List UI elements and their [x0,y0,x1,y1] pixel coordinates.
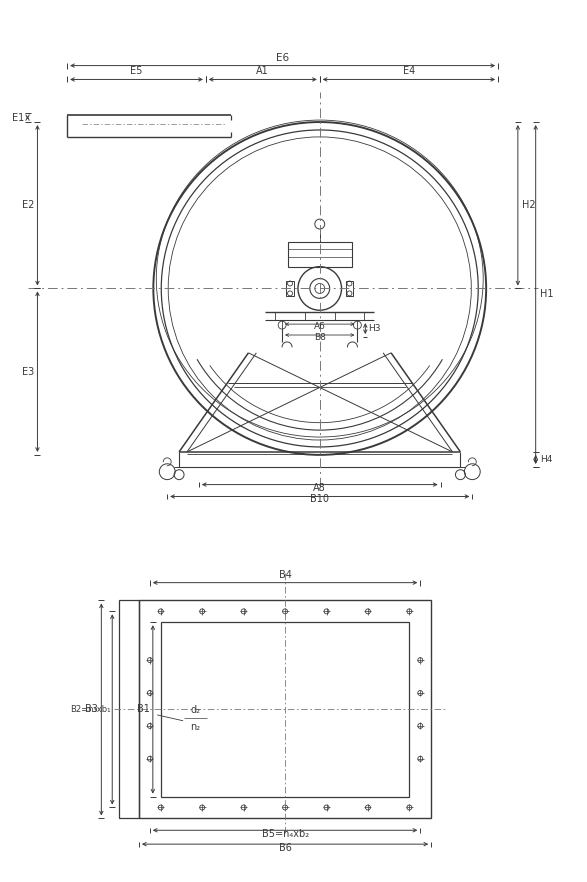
Text: B6: B6 [279,843,292,853]
Text: H1: H1 [539,289,553,299]
Text: H3: H3 [368,324,381,333]
Text: E5: E5 [130,66,143,77]
Text: E1: E1 [12,113,25,123]
Text: A8: A8 [313,482,326,492]
Text: E4: E4 [403,66,415,77]
Text: E6: E6 [276,53,289,63]
Bar [119,601,139,818]
Text: d₂: d₂ [190,706,200,715]
Text: E3: E3 [22,367,35,377]
Text: A1: A1 [257,66,269,77]
Text: A6: A6 [314,322,326,331]
Text: H2: H2 [522,200,535,210]
Text: E2: E2 [22,200,35,210]
Bar [288,242,352,266]
Bar [286,280,294,296]
Bar [161,623,409,796]
Text: B4: B4 [279,570,292,579]
Text: B10: B10 [311,495,329,505]
Text: B5=n₄xb₂: B5=n₄xb₂ [262,829,309,839]
Text: B1: B1 [137,705,150,714]
Text: n₂: n₂ [190,722,201,732]
Text: B8: B8 [314,333,326,342]
Text: B3: B3 [86,705,99,714]
Bar [346,280,353,296]
Text: B2=n₃xb₁: B2=n₃xb₁ [70,705,110,714]
Bar [139,601,431,818]
Text: H4: H4 [539,455,552,464]
